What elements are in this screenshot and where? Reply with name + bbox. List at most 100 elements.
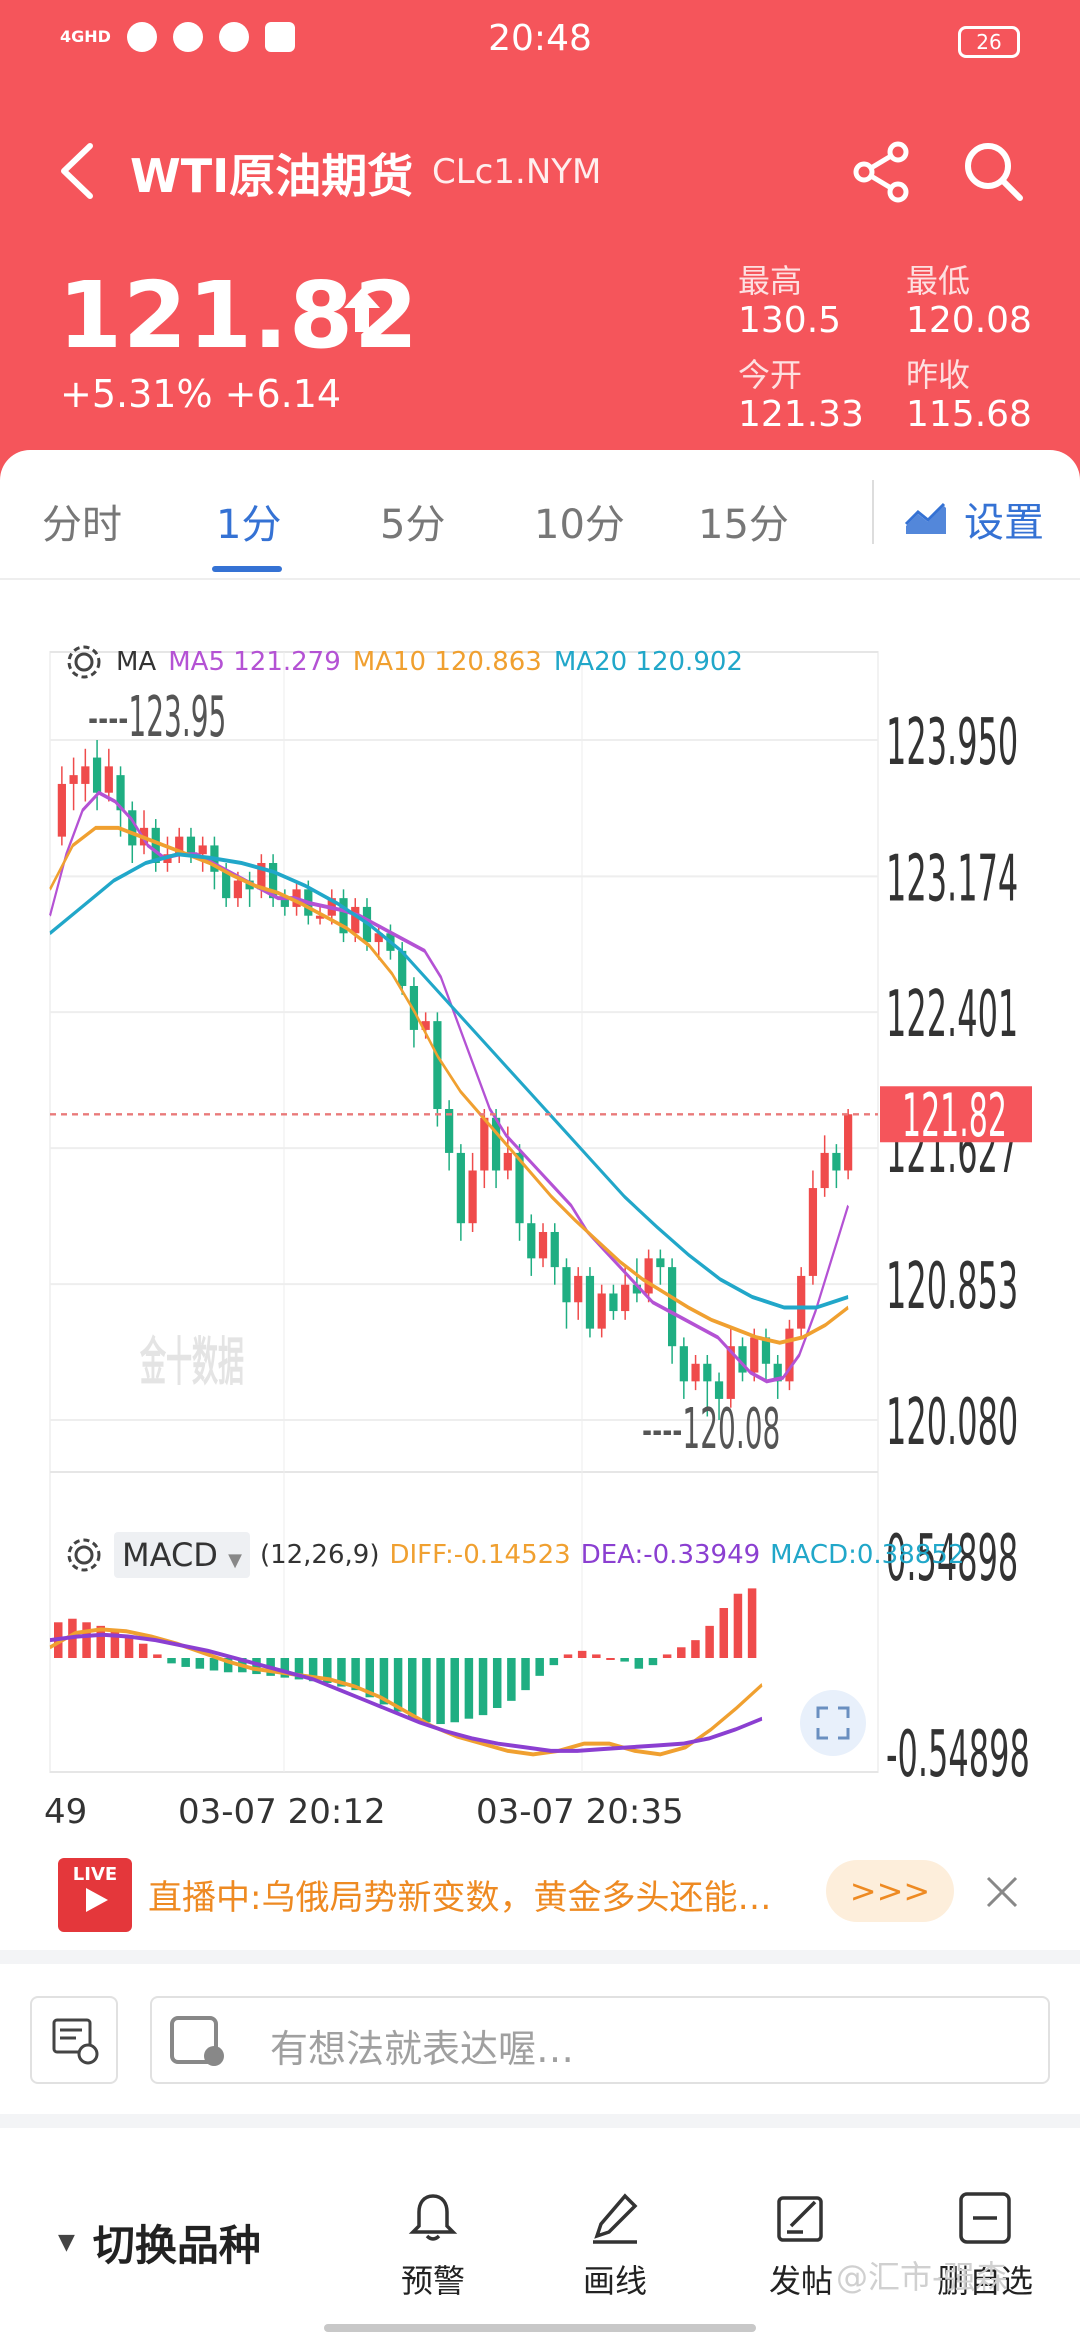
- macd-bar: [450, 1658, 459, 1723]
- ma-legend: MA MA5 121.279 MA10 120.863 MA20 120.902: [64, 642, 743, 682]
- macd-value: MACD:0.38852: [770, 1540, 965, 1570]
- macd-bar: [705, 1625, 714, 1658]
- new-post-label: 发帖: [768, 2262, 833, 2300]
- macd-bar: [337, 1658, 346, 1687]
- clock-icon: [126, 22, 157, 52]
- macd-legend: MACD ▼ (12,26,9) DIFF:-0.14523 DEA:-0.33…: [64, 1532, 964, 1578]
- kline-chart[interactable]: 123.950 123.174 122.401 121.627 120.853 120.0…: [0, 580, 1080, 1832]
- open-value: 121.33: [738, 394, 864, 435]
- chevron-down-icon: ▼: [228, 1550, 242, 1571]
- macd-bar: [138, 1643, 148, 1658]
- fan-icon: [218, 22, 249, 52]
- candle-body: [268, 862, 278, 899]
- candle-body: [726, 1346, 735, 1399]
- candle-body: [433, 1021, 442, 1109]
- up-arrow-icon: [344, 288, 380, 332]
- tab-15min[interactable]: 15分: [698, 502, 789, 548]
- candle-body: [374, 933, 383, 943]
- candle-body: [151, 827, 160, 863]
- new-post-button[interactable]: 发帖: [746, 2190, 856, 2302]
- status-time: 20:48: [488, 18, 592, 59]
- mail-icon: [264, 22, 295, 52]
- gear-icon[interactable]: [64, 1535, 104, 1575]
- candle-body: [656, 1258, 665, 1268]
- candle-body: [738, 1346, 747, 1373]
- tab-1min[interactable]: 1分: [216, 502, 282, 548]
- candle-body: [128, 810, 137, 846]
- macd-bar: [422, 1658, 431, 1723]
- macd-bar: [436, 1658, 445, 1725]
- macd-bar: [464, 1658, 474, 1719]
- expand-icon: [816, 1706, 850, 1740]
- price-change: +5.31% +6.14: [60, 372, 342, 416]
- candle-body: [116, 775, 125, 811]
- gear-icon[interactable]: [64, 642, 104, 682]
- candle-body: [574, 1275, 583, 1303]
- comment-input[interactable]: 有想法就表达喔…: [150, 1996, 1050, 2084]
- y-tick-label: 122.401: [886, 977, 1018, 1052]
- ma20-line: [49, 852, 849, 1310]
- prev-close-label: 昨收: [906, 356, 971, 394]
- macd-bar: [719, 1608, 729, 1658]
- macd-bar: [592, 1654, 601, 1658]
- macd-bar: [492, 1658, 502, 1708]
- chart-settings-icon: [904, 502, 946, 534]
- live-banner[interactable]: LIVE 直播中:乌俄局势新变数，黄金多头还能… >>>: [0, 1838, 1080, 1948]
- message-icon: [172, 22, 203, 52]
- low-value: 120.08: [906, 300, 1032, 341]
- high-value: 130.5: [738, 300, 842, 341]
- remove-watchlist-button[interactable]: 删自选: [930, 2190, 1040, 2302]
- macd-dea: DEA:-0.33949: [580, 1540, 761, 1570]
- switch-instrument-button[interactable]: ▼ 切换品种: [58, 2212, 261, 2273]
- macd-params: (12,26,9): [259, 1540, 380, 1570]
- candle-body: [468, 1170, 477, 1224]
- candle-body: [621, 1284, 630, 1312]
- tab-5min[interactable]: 5分: [380, 502, 446, 548]
- current-price-tag-bg: [880, 1086, 1032, 1143]
- candle-body: [597, 1293, 606, 1329]
- back-arrow-icon[interactable]: [50, 136, 110, 206]
- tab-timeshare[interactable]: 分时: [42, 502, 122, 548]
- macd-bar: [110, 1631, 120, 1658]
- post-settings-button[interactable]: [30, 1996, 118, 2084]
- candle-body: [503, 1152, 512, 1171]
- macd-bar: [677, 1647, 686, 1658]
- tabs-divider: [872, 480, 874, 544]
- macd-tick-label: -0.54898: [886, 1717, 1030, 1792]
- fullscreen-button[interactable]: [800, 1690, 866, 1756]
- candle-body: [714, 1381, 724, 1399]
- barrage-icon[interactable]: [170, 2012, 226, 2068]
- macd-dea-line: [49, 1632, 763, 1753]
- macd-bar: [167, 1658, 176, 1664]
- macd-diff: DIFF:-0.14523: [389, 1540, 571, 1570]
- ma10-value: MA10 120.863: [352, 647, 542, 677]
- macd-bar: [308, 1658, 318, 1682]
- current-price-tag: 121.82: [902, 1082, 1007, 1152]
- alert-button[interactable]: 预警: [378, 2190, 488, 2302]
- settings-button[interactable]: 设置: [904, 490, 1044, 548]
- search-icon[interactable]: [960, 138, 1026, 204]
- pencil-icon: [593, 2193, 638, 2244]
- macd-bar: [733, 1593, 743, 1658]
- battery-icon: 26: [958, 26, 1020, 58]
- close-icon[interactable]: [976, 1866, 1028, 1918]
- candle-body: [550, 1231, 559, 1268]
- indicator-selector[interactable]: MACD ▼: [114, 1532, 250, 1578]
- macd-bar: [408, 1658, 417, 1719]
- stats-left: 最高 130.5 今开 121.33: [738, 256, 864, 444]
- macd-bar: [294, 1658, 304, 1680]
- candle-body: [351, 906, 360, 934]
- section-divider: [0, 2114, 1080, 2128]
- banner-more-button[interactable]: >>>: [826, 1860, 954, 1922]
- ma-label: MA: [116, 647, 157, 677]
- draw-line-button[interactable]: 画线: [560, 2190, 670, 2302]
- live-banner-text: 直播中:乌俄局势新变数，黄金多头还能…: [148, 1878, 772, 1918]
- candle-body: [175, 836, 184, 855]
- candle-body: [773, 1363, 782, 1382]
- macd-bar: [323, 1658, 332, 1683]
- tab-10min[interactable]: 10分: [534, 502, 625, 548]
- open-label: 今开: [738, 356, 803, 394]
- x-tick: 03-07 20:12: [178, 1792, 386, 1832]
- share-icon[interactable]: [850, 140, 914, 204]
- macd-bar: [351, 1658, 360, 1691]
